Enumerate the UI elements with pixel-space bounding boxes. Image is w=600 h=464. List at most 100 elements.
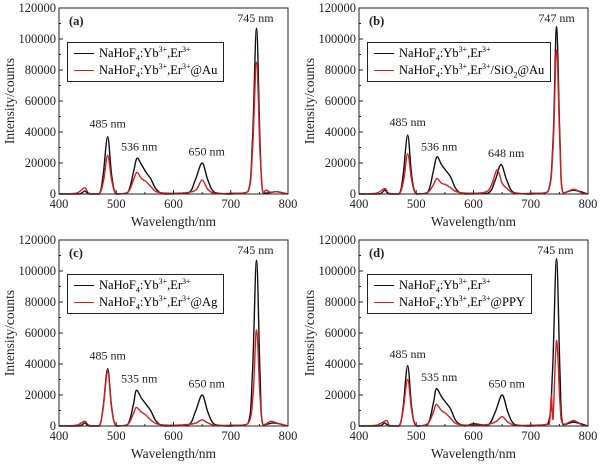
peak-annotation: 535 nm <box>121 372 158 386</box>
y-tick-label: 0 <box>50 419 56 433</box>
legend-label: NaHoF4:Yb3+,Er3+ <box>399 44 491 63</box>
y-tick-label: 120000 <box>19 1 57 15</box>
legend-label: NaHoF4:Yb3+,Er3+@PPY <box>399 293 525 312</box>
legend-swatch <box>74 70 94 71</box>
series-line-coated <box>358 49 589 195</box>
x-tick-label: 600 <box>464 197 483 211</box>
legend-entry: NaHoF4:Yb3+,Er3+/SiO2@Au <box>374 62 544 79</box>
legend: NaHoF4:Yb3+,Er3+ NaHoF4:Yb3+,Er3+@Ag <box>67 274 225 314</box>
y-axis-label: Intensity/counts <box>2 58 17 144</box>
legend-label: NaHoF4:Yb3+,Er3+@Au <box>99 61 218 80</box>
y-tick-label: 40000 <box>25 125 56 139</box>
chart-svg: 400 500 600 700 800 0 20000 40000 60000 80000 1000… <box>302 1 598 229</box>
panel-c: 400 500 600 700 800 0 20000 40000 60000 80000 1000… <box>0 232 300 464</box>
x-tick-label: 600 <box>164 197 183 211</box>
panel-label: (c) <box>69 246 83 260</box>
legend-label: NaHoF4:Yb3+,Er3+@Ag <box>99 293 218 312</box>
peak-annotation: 535 nm <box>421 370 458 384</box>
y-tick-label: 60000 <box>25 94 56 108</box>
x-axis-label: Wavelength/nm <box>431 214 517 229</box>
legend-swatch <box>374 302 394 303</box>
panel-label: (d) <box>369 246 384 260</box>
legend-entry: NaHoF4:Yb3+,Er3+ <box>374 45 544 62</box>
y-axis-label: Intensity/counts <box>302 290 317 376</box>
x-tick-label: 600 <box>464 429 483 443</box>
y-tick-label: 20000 <box>25 388 56 402</box>
x-tick-label: 700 <box>521 429 540 443</box>
y-tick-label: 80000 <box>325 295 356 309</box>
series-line-reference <box>58 27 289 195</box>
x-tick-label: 500 <box>107 197 126 211</box>
x-tick-label: 800 <box>279 429 298 443</box>
legend-swatch <box>374 285 394 286</box>
x-tick-label: 800 <box>579 429 598 443</box>
y-tick-label: 80000 <box>25 295 56 309</box>
y-tick-label: 100000 <box>19 264 57 278</box>
panel-d: 400 500 600 700 800 0 20000 40000 60000 80000 1000… <box>300 232 600 464</box>
y-tick-label: 80000 <box>25 63 56 77</box>
y-tick-label: 120000 <box>19 233 57 247</box>
y-tick-label: 80000 <box>325 63 356 77</box>
y-tick-label: 100000 <box>19 32 57 46</box>
y-axis-label: Intensity/counts <box>302 58 317 144</box>
y-tick-label: 60000 <box>325 94 356 108</box>
x-axis-label: Wavelength/nm <box>131 446 217 461</box>
y-tick-label: 40000 <box>325 357 356 371</box>
chart-svg: 400 500 600 700 800 0 20000 40000 60000 80000 1000… <box>2 1 298 229</box>
peak-annotation: 485 nm <box>389 115 426 129</box>
panel-b: 400 500 600 700 800 0 20000 40000 60000 80000 1000… <box>300 0 600 232</box>
peak-annotation: 536 nm <box>421 140 458 154</box>
panel-a: 400 500 600 700 800 0 20000 40000 60000 80000 1000… <box>0 0 300 232</box>
peak-annotation: 485 nm <box>89 348 126 362</box>
series-line-coated <box>358 340 589 427</box>
legend: NaHoF4:Yb3+,Er3+ NaHoF4:Yb3+,Er3+@PPY <box>367 274 532 314</box>
y-tick-label: 60000 <box>25 326 56 340</box>
legend-swatch <box>74 302 94 303</box>
x-tick-label: 800 <box>579 197 598 211</box>
series-line-coated <box>58 61 289 195</box>
x-tick-label: 500 <box>107 429 126 443</box>
legend: NaHoF4:Yb3+,Er3+ NaHoF4:Yb3+,Er3+/SiO2@Au <box>367 42 552 82</box>
legend-entry: NaHoF4:Yb3+,Er3+@Ag <box>74 294 217 311</box>
y-tick-label: 0 <box>350 187 356 201</box>
legend-entry: NaHoF4:Yb3+,Er3+@PPY <box>374 294 525 311</box>
legend-swatch <box>74 285 94 286</box>
legend-swatch <box>74 53 94 54</box>
peak-annotation: 648 nm <box>488 146 525 160</box>
y-tick-label: 60000 <box>325 326 356 340</box>
y-tick-label: 0 <box>350 419 356 433</box>
legend-label: NaHoF4:Yb3+,Er3+ <box>99 44 191 63</box>
legend: NaHoF4:Yb3+,Er3+ NaHoF4:Yb3+,Er3+@Au <box>67 42 225 82</box>
y-axis-label: Intensity/counts <box>2 290 17 376</box>
peak-annotation: 485 nm <box>89 116 126 130</box>
series-line-coated <box>58 329 289 427</box>
x-tick-label: 400 <box>50 429 69 443</box>
legend-swatch <box>374 70 394 71</box>
peak-annotation: 745 nm <box>537 243 574 257</box>
chart-svg: 400 500 600 700 800 0 20000 40000 60000 80000 1000… <box>302 233 598 461</box>
legend-label: NaHoF4:Yb3+,Er3+ <box>399 276 491 295</box>
legend-entry: NaHoF4:Yb3+,Er3+ <box>74 277 217 294</box>
panel-label: (a) <box>69 14 84 28</box>
x-tick-label: 500 <box>407 429 426 443</box>
y-tick-label: 20000 <box>25 156 56 170</box>
legend-label: NaHoF4:Yb3+,Er3+ <box>99 276 191 295</box>
peak-annotation: 747 nm <box>538 11 575 25</box>
legend-entry: NaHoF4:Yb3+,Er3+ <box>74 45 217 62</box>
legend-label: NaHoF4:Yb3+,Er3+/SiO2@Au <box>399 61 545 80</box>
x-axis-label: Wavelength/nm <box>431 446 517 461</box>
legend-entry: NaHoF4:Yb3+,Er3+@Au <box>74 62 217 79</box>
x-tick-label: 700 <box>521 197 540 211</box>
y-tick-label: 100000 <box>319 32 357 46</box>
x-tick-label: 400 <box>350 429 369 443</box>
y-tick-label: 40000 <box>25 357 56 371</box>
peak-annotation: 650 nm <box>189 376 226 390</box>
y-tick-label: 20000 <box>325 388 356 402</box>
peak-annotation: 745 nm <box>237 11 274 25</box>
y-tick-label: 120000 <box>319 1 357 15</box>
peak-annotation: 485 nm <box>389 347 426 361</box>
legend-swatch <box>374 53 394 54</box>
y-tick-label: 20000 <box>325 156 356 170</box>
x-tick-label: 800 <box>279 197 298 211</box>
